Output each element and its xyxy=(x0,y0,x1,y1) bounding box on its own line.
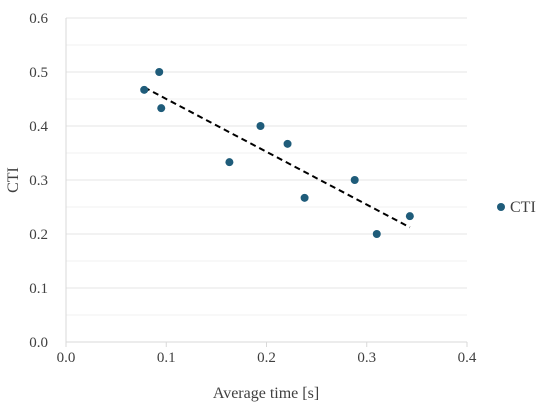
y-tick-label: 0.4 xyxy=(29,119,48,135)
x-tick-label: 0.3 xyxy=(357,350,376,366)
y-tick-label: 0.3 xyxy=(29,173,48,189)
y-tick-label: 0.1 xyxy=(29,281,48,297)
axes xyxy=(65,18,468,347)
y-axis-title: CTI xyxy=(5,167,22,193)
y-tick-labels: 0.0 0.1 0.2 0.3 0.4 0.5 0.6 xyxy=(29,11,48,351)
x-tick-label: 0.1 xyxy=(157,350,176,366)
x-tick-labels: 0.0 0.1 0.2 0.3 0.4 xyxy=(57,350,477,366)
data-point xyxy=(225,158,234,167)
x-axis-title: Average time [s] xyxy=(213,385,319,402)
gridlines xyxy=(66,17,467,316)
y-tick-label: 0.6 xyxy=(29,11,48,27)
trendline-layer xyxy=(143,86,411,229)
data-point xyxy=(405,212,414,221)
legend-marker xyxy=(497,203,505,211)
x-tick-label: 0.0 xyxy=(57,350,76,366)
data-point xyxy=(157,104,166,113)
x-tick-label: 0.4 xyxy=(458,350,477,366)
data-point xyxy=(372,230,381,238)
data-points xyxy=(140,68,414,238)
data-point xyxy=(283,139,292,148)
y-tick-label: 0.5 xyxy=(29,65,48,81)
data-point xyxy=(256,122,265,130)
data-point xyxy=(155,68,164,76)
legend-label: CTI xyxy=(510,199,536,216)
data-point xyxy=(300,193,309,202)
x-tick-label: 0.2 xyxy=(257,350,276,366)
y-tick-label: 0.0 xyxy=(29,335,48,351)
trendline xyxy=(143,86,411,229)
y-tick-label: 0.2 xyxy=(29,227,48,243)
data-point xyxy=(350,176,359,184)
data-point xyxy=(140,85,149,94)
legend: CTI xyxy=(497,199,536,216)
